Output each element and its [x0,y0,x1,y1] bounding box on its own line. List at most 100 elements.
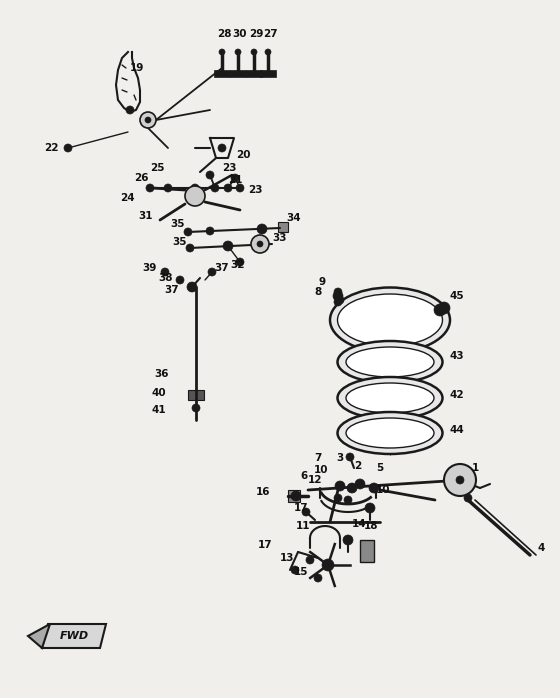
Bar [246,70,262,77]
Text: 37: 37 [214,263,228,273]
Text: 35: 35 [172,237,186,247]
Text: 11: 11 [296,521,310,531]
Text: 23: 23 [222,163,236,173]
Circle shape [344,496,352,504]
Text: 18: 18 [364,521,379,531]
Text: 41: 41 [152,405,167,415]
Circle shape [251,235,269,253]
Circle shape [251,49,257,55]
Circle shape [140,112,156,128]
Text: 10: 10 [376,485,390,495]
Ellipse shape [338,412,442,454]
Text: 21: 21 [228,175,242,185]
Text: 6: 6 [301,471,308,481]
Circle shape [224,184,232,192]
Text: 2: 2 [354,461,361,471]
Bar [278,222,288,232]
Circle shape [302,508,310,516]
Text: 16: 16 [255,487,270,497]
Circle shape [291,566,299,574]
Bar [288,490,300,502]
Circle shape [208,268,216,276]
Bar [214,70,230,77]
Text: 15: 15 [293,567,308,577]
Circle shape [438,302,450,314]
Text: 5: 5 [376,463,383,473]
Text: 27: 27 [263,29,277,39]
Text: 25: 25 [150,163,165,173]
Bar [230,70,246,77]
Polygon shape [42,624,106,648]
Circle shape [334,298,342,306]
Circle shape [265,49,271,55]
Ellipse shape [346,418,434,448]
Ellipse shape [338,341,442,383]
Circle shape [369,483,379,493]
Circle shape [186,244,194,252]
Circle shape [146,184,154,192]
Circle shape [184,228,192,236]
Text: 44: 44 [450,425,465,435]
Circle shape [346,453,354,461]
Circle shape [211,184,219,192]
Circle shape [64,144,72,152]
Circle shape [334,288,342,296]
Text: 10: 10 [314,465,328,475]
Bar [360,540,374,562]
Circle shape [257,224,267,234]
Circle shape [185,186,205,206]
Text: 28: 28 [217,29,231,39]
Text: 34: 34 [286,213,301,223]
Text: 39: 39 [142,263,156,273]
Text: 31: 31 [138,211,152,221]
Circle shape [355,479,365,489]
Text: 24: 24 [120,193,134,203]
Circle shape [334,494,342,502]
Ellipse shape [338,294,442,346]
Circle shape [164,184,172,192]
Text: 38: 38 [158,273,172,283]
Text: 9: 9 [319,277,326,287]
Text: 26: 26 [134,173,148,183]
Polygon shape [28,624,50,648]
Circle shape [161,268,169,276]
Circle shape [365,503,375,513]
Text: 13: 13 [279,553,294,563]
Ellipse shape [346,383,434,413]
Text: 8: 8 [315,287,322,297]
Text: 33: 33 [272,233,287,243]
Circle shape [235,49,241,55]
Circle shape [143,115,153,125]
Circle shape [314,574,322,582]
Circle shape [145,117,151,123]
Text: 19: 19 [129,63,144,73]
Circle shape [336,296,344,304]
Text: 36: 36 [154,369,169,379]
Circle shape [464,494,472,502]
Text: FWD: FWD [59,631,88,641]
Text: 37: 37 [164,285,179,295]
Circle shape [257,241,263,247]
Circle shape [223,241,233,251]
Circle shape [219,49,225,55]
Text: 32: 32 [230,260,245,270]
Circle shape [291,491,301,501]
Text: 3: 3 [336,453,343,463]
Circle shape [231,174,239,182]
Text: 43: 43 [450,351,465,361]
Circle shape [322,559,334,571]
Text: 20: 20 [236,150,250,160]
Circle shape [191,184,199,192]
Circle shape [236,184,244,192]
Circle shape [456,476,464,484]
Circle shape [192,404,200,412]
Circle shape [333,291,343,301]
Circle shape [444,464,476,496]
Text: 35: 35 [170,219,184,229]
Circle shape [434,304,446,316]
Circle shape [343,535,353,545]
Text: 29: 29 [249,29,263,39]
Bar [260,70,276,77]
Text: 23: 23 [248,185,263,195]
Circle shape [206,171,214,179]
